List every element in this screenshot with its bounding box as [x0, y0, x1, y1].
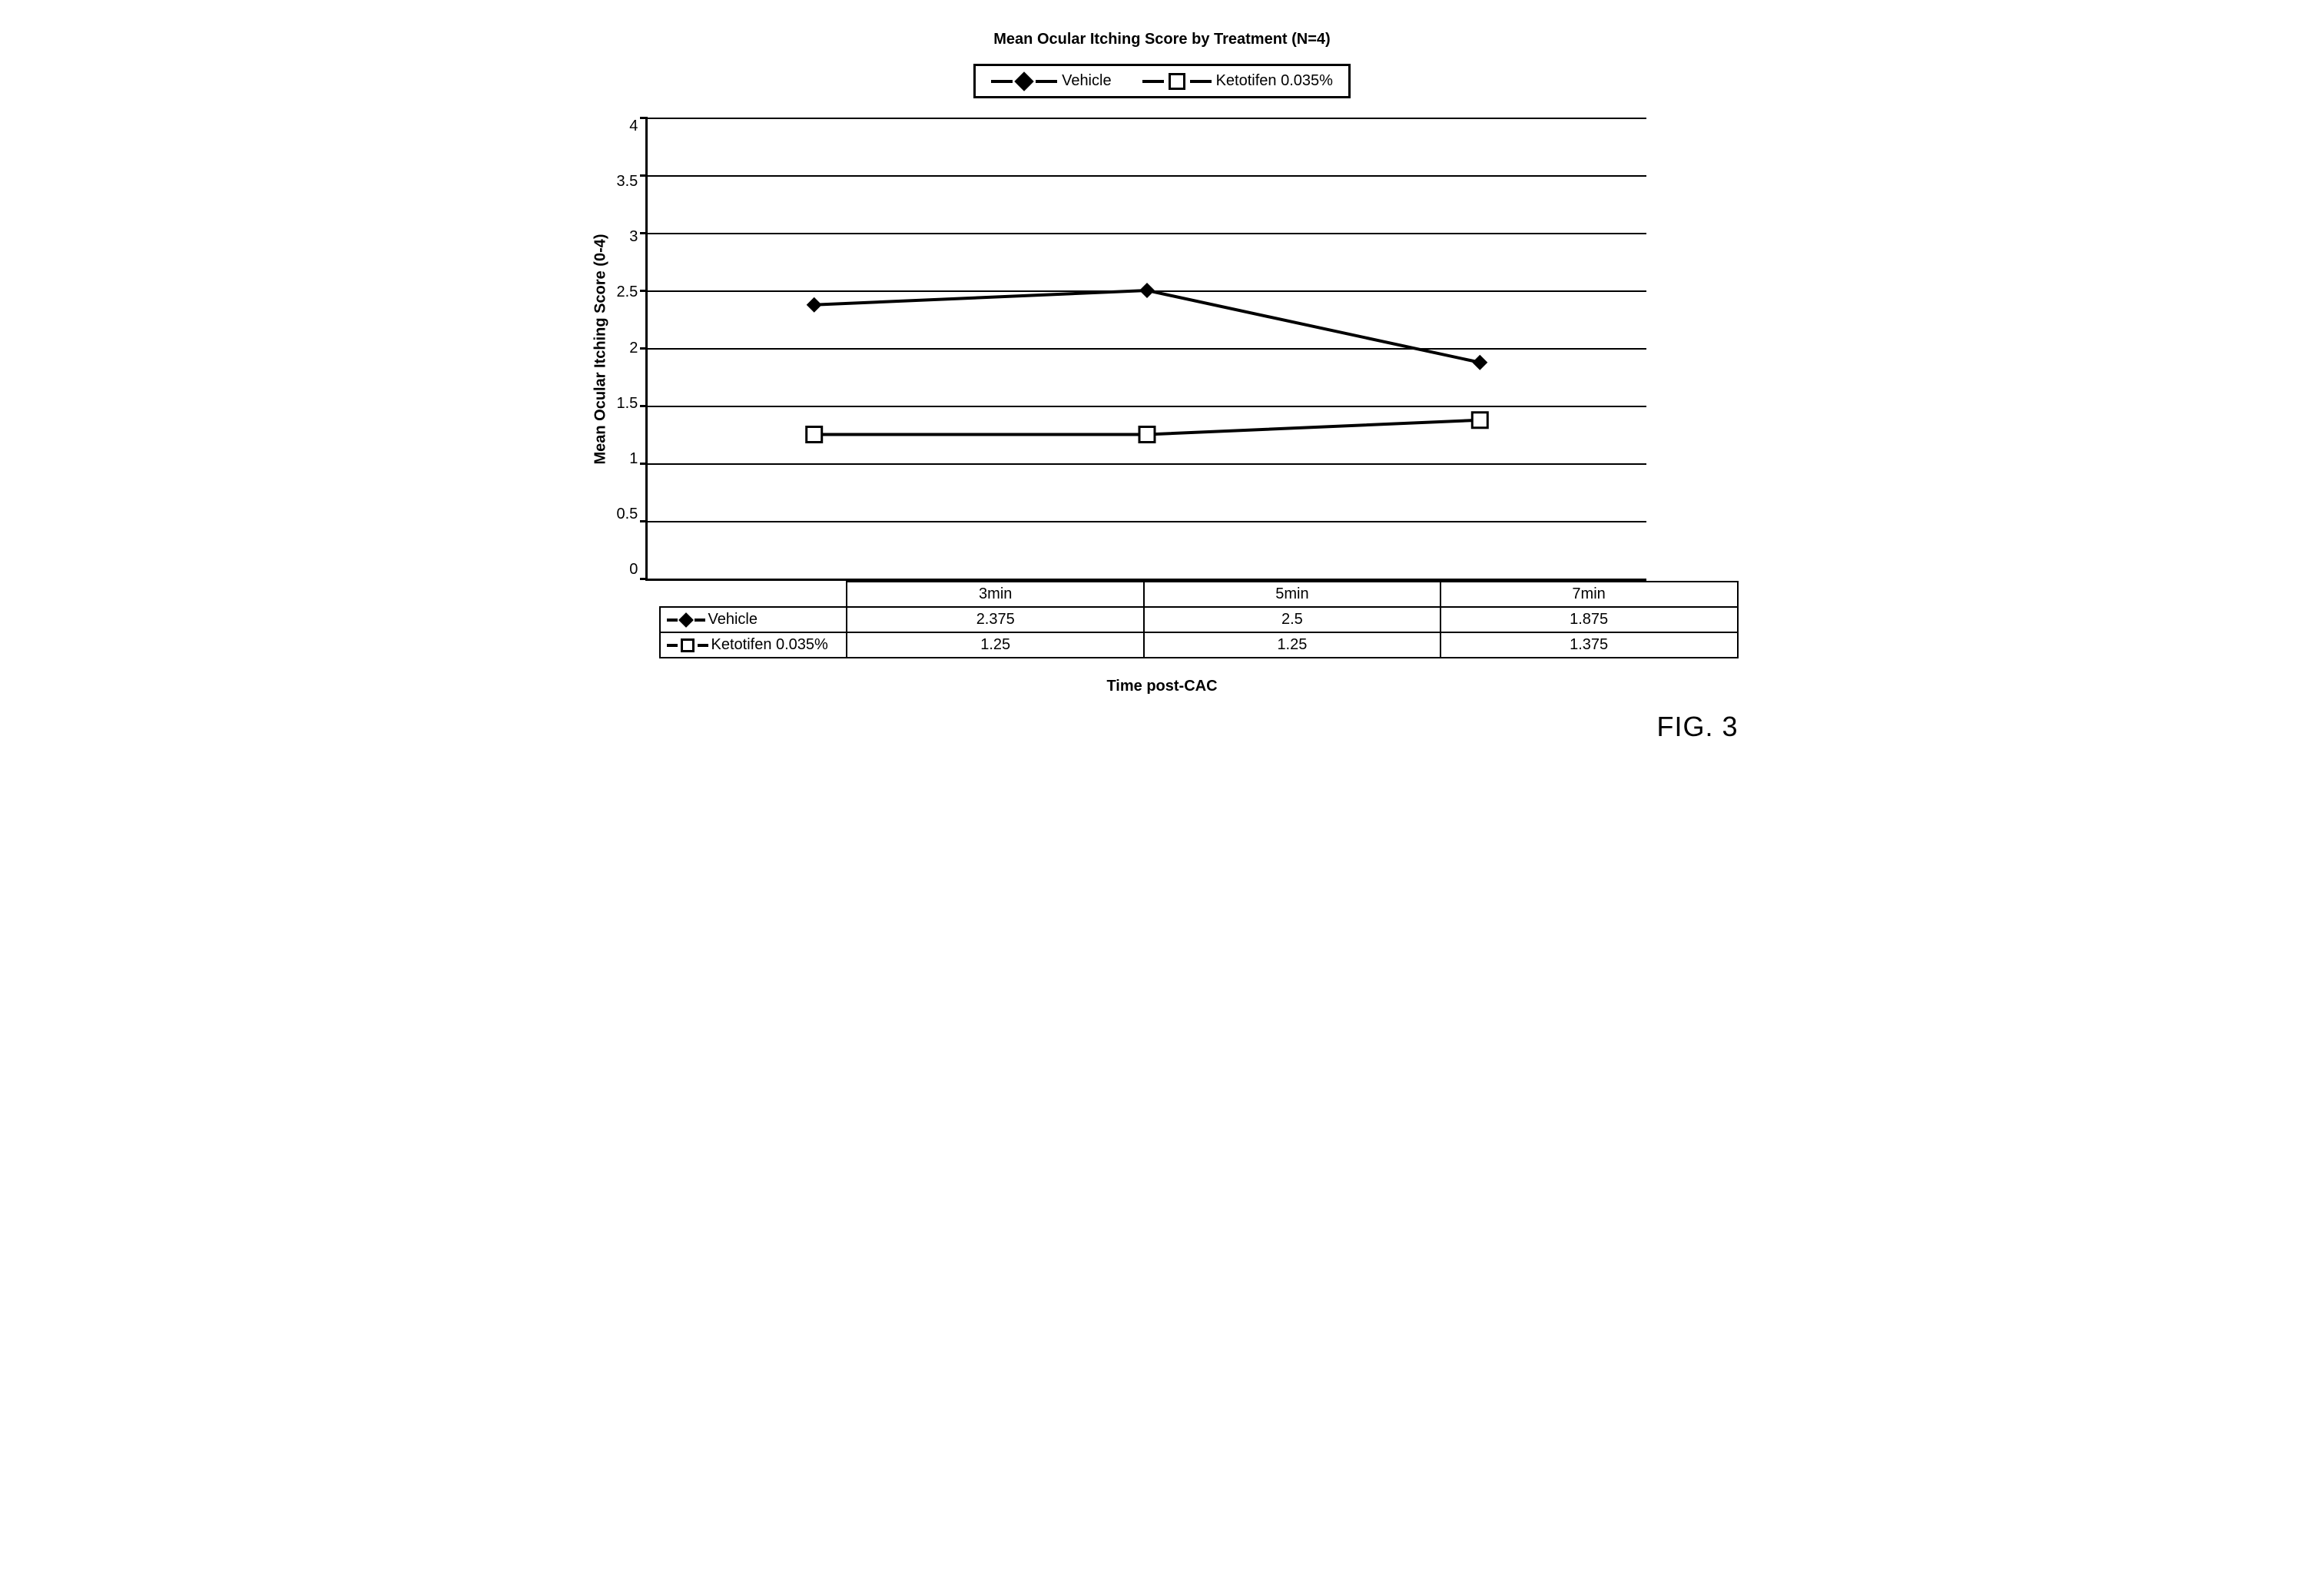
square-marker-icon	[1139, 427, 1155, 443]
y-tick-mark	[640, 463, 648, 465]
gridline	[648, 463, 1646, 465]
data-table: 3min5min7min Vehicle 2.3752.51.875 Ketotife…	[659, 581, 1739, 658]
gridline	[648, 521, 1646, 522]
plot-area	[645, 118, 1646, 581]
y-tick-label: 3	[629, 228, 638, 246]
legend-line-icon	[1142, 80, 1164, 83]
y-tick-mark	[640, 405, 648, 407]
legend-label: Ketotifen 0.035%	[1216, 72, 1333, 90]
y-tick-mark	[640, 174, 648, 177]
series-line	[814, 290, 1480, 363]
gridline	[648, 175, 1646, 177]
gridline	[648, 290, 1646, 292]
table-rowhead: Vehicle	[660, 607, 847, 632]
y-axis-label: Mean Ocular Itching Score (0-4)	[592, 234, 610, 464]
table-cell: 1.875	[1440, 607, 1738, 632]
table-corner-blank	[660, 582, 847, 607]
table-spacer	[586, 581, 659, 658]
legend-label: Vehicle	[1062, 72, 1112, 90]
y-tick-label: 1	[629, 450, 638, 468]
diamond-marker-icon	[1473, 355, 1488, 370]
y-tick-mark	[640, 117, 648, 119]
y-tick-label: 3.5	[617, 173, 638, 191]
table-header-cell: 5min	[1144, 582, 1440, 607]
diamond-marker-icon	[807, 297, 822, 313]
gridline	[648, 233, 1646, 234]
diamond-icon	[1014, 71, 1033, 91]
figure-caption: FIG. 3	[586, 711, 1739, 743]
x-axis-label: Time post-CAC	[586, 678, 1739, 695]
y-tick-label: 4	[629, 118, 638, 135]
y-tick-mark	[640, 290, 648, 292]
table-rowhead: Ketotifen 0.035%	[660, 632, 847, 658]
table-cell: 2.5	[1144, 607, 1440, 632]
y-tick-mark	[640, 578, 648, 580]
square-marker-icon	[1473, 413, 1488, 428]
series-name-label: Vehicle	[708, 611, 758, 628]
y-tick-mark	[640, 232, 648, 234]
y-tick-label: 0	[629, 561, 638, 579]
square-icon	[1169, 73, 1185, 90]
legend: Vehicle Ketotifen 0.035%	[973, 64, 1351, 98]
table-cell: 1.25	[847, 632, 1144, 658]
y-tick-label: 2	[629, 340, 638, 357]
legend-item-ketotifen: Ketotifen 0.035%	[1142, 72, 1333, 90]
y-tick-mark	[640, 520, 648, 522]
y-tick-label: 0.5	[617, 506, 638, 523]
chart-title: Mean Ocular Itching Score by Treatment (…	[586, 31, 1739, 48]
y-tick-label: 1.5	[617, 395, 638, 413]
gridline	[648, 118, 1646, 119]
table-cell: 1.25	[1144, 632, 1440, 658]
gridline	[648, 406, 1646, 407]
y-tick-mark	[640, 347, 648, 350]
legend-line-icon	[1036, 80, 1057, 83]
table-row: Ketotifen 0.035%1.251.251.375	[660, 632, 1738, 658]
table-header-cell: 3min	[847, 582, 1144, 607]
square-marker-icon	[807, 427, 822, 443]
table-header-cell: 7min	[1440, 582, 1738, 607]
plot-row: Mean Ocular Itching Score (0-4) 4 3.5 3 2.5…	[586, 118, 1739, 581]
y-tick-label: 2.5	[617, 284, 638, 301]
gridline	[648, 348, 1646, 350]
legend-line-icon	[1190, 80, 1212, 83]
data-table-wrap: 3min5min7min Vehicle 2.3752.51.875 Ketotife…	[586, 581, 1739, 658]
table-cell: 1.375	[1440, 632, 1738, 658]
legend-line-icon	[991, 80, 1013, 83]
square-icon	[681, 638, 695, 652]
figure-container: Mean Ocular Itching Score by Treatment (…	[586, 31, 1739, 743]
table-cell: 2.375	[847, 607, 1144, 632]
ylabel-container: Mean Ocular Itching Score (0-4)	[586, 118, 617, 581]
table-row: Vehicle 2.3752.51.875	[660, 607, 1738, 632]
series-name-label: Ketotifen 0.035%	[711, 636, 828, 654]
diamond-icon	[678, 612, 694, 628]
legend-item-vehicle: Vehicle	[991, 72, 1112, 90]
